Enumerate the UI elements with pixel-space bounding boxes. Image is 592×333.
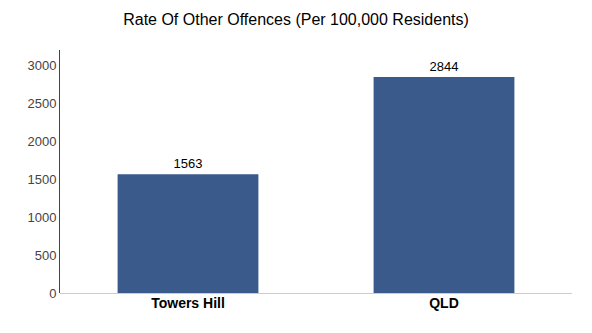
svg-text:1563: 1563 xyxy=(174,156,203,171)
svg-text:1000: 1000 xyxy=(27,210,56,225)
svg-text:2844: 2844 xyxy=(430,59,459,74)
svg-text:3000: 3000 xyxy=(27,58,56,73)
svg-text:Towers Hill: Towers Hill xyxy=(151,295,225,311)
svg-text:QLD: QLD xyxy=(429,295,459,311)
svg-text:0: 0 xyxy=(49,286,56,301)
svg-text:2500: 2500 xyxy=(27,96,56,111)
svg-text:2000: 2000 xyxy=(27,134,56,149)
svg-text:500: 500 xyxy=(35,248,57,263)
svg-text:1500: 1500 xyxy=(27,172,56,187)
svg-text:Rate Of Other Offences (Per 10: Rate Of Other Offences (Per 100,000 Resi… xyxy=(123,11,469,28)
